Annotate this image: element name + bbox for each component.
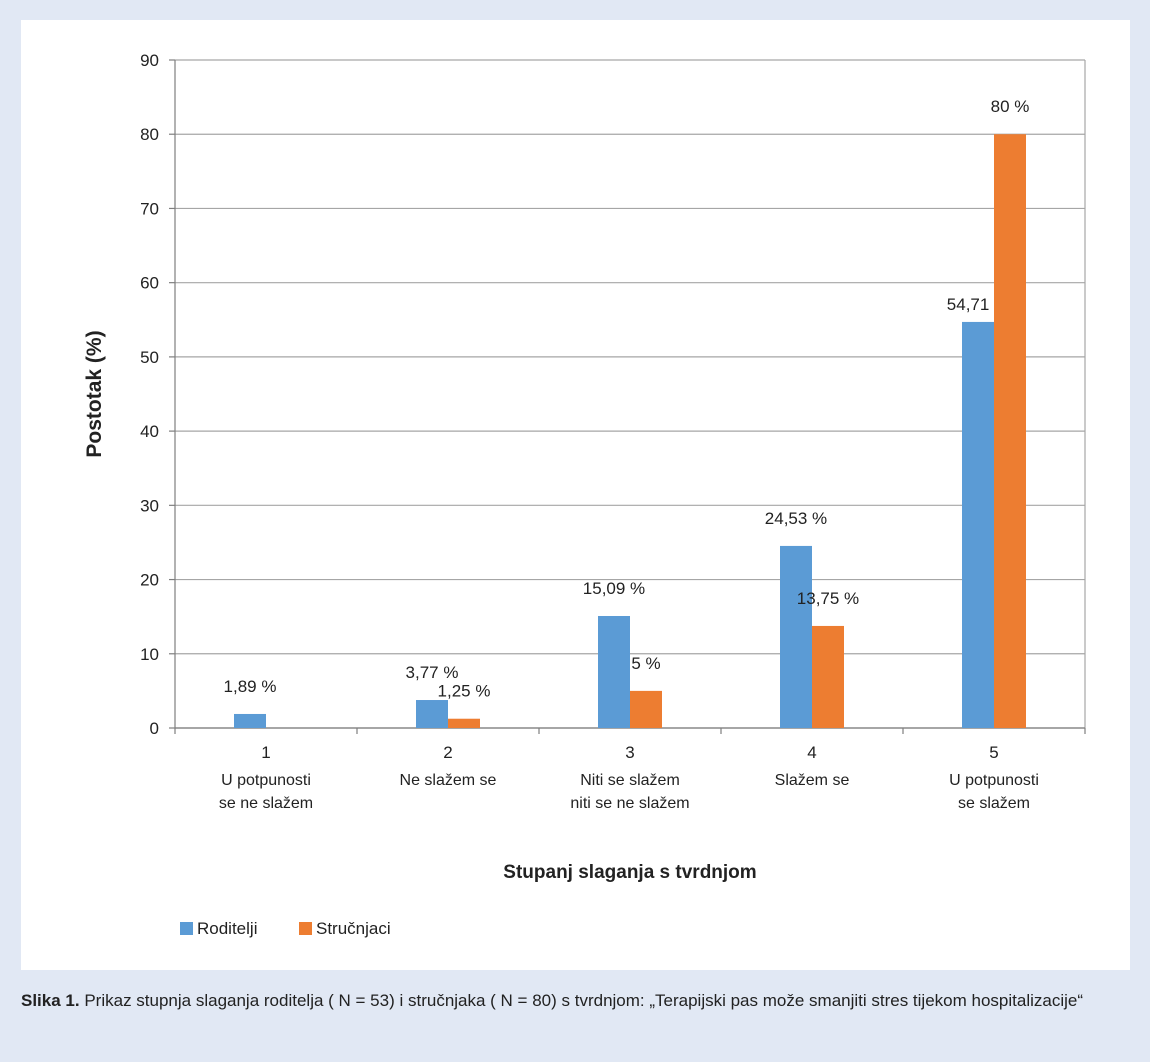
y-tick-label: 0 xyxy=(150,719,159,738)
data-label: 3,77 % xyxy=(406,663,459,682)
bar-roditelji xyxy=(780,545,812,728)
data-label: 5 % xyxy=(631,654,660,673)
x-tick-label: 5 xyxy=(989,743,998,762)
bar-strucnjaci xyxy=(630,690,662,728)
y-tick-label: 20 xyxy=(140,571,159,590)
bar-chart: 0 10 20 30 40 50 60 70 80 90 1,89 % 1 U potpunosti se… xyxy=(83,51,1086,938)
bar-roditelji xyxy=(598,615,630,728)
x-category-label: Niti se slažem xyxy=(580,772,680,789)
legend-swatch xyxy=(180,922,193,935)
y-tick-label: 60 xyxy=(140,274,159,293)
bar-strucnjaci xyxy=(994,134,1026,728)
y-tick-label: 50 xyxy=(140,348,159,367)
data-label: 80 % xyxy=(991,97,1030,116)
data-label: 15,09 % xyxy=(583,579,645,598)
bar-roditelji xyxy=(416,700,448,728)
x-category-label: U potpunosti xyxy=(949,772,1039,789)
x-category-label: se ne slažem xyxy=(219,795,313,812)
y-tick-label: 40 xyxy=(140,422,159,441)
y-axis-title: Postotak (%) xyxy=(83,330,106,457)
bar-roditelji xyxy=(234,713,266,728)
caption-text: Prikaz stupnja slaganja roditelja ( N = … xyxy=(84,991,1084,1010)
bar-strucnjaci xyxy=(812,625,844,728)
bar-roditelji xyxy=(962,321,994,728)
data-label: 1,25 % xyxy=(438,682,491,701)
x-category-label: U potpunosti xyxy=(221,772,311,789)
legend-swatch xyxy=(299,922,312,935)
data-label: 13,75 % xyxy=(797,589,859,608)
x-category-label: se slažem xyxy=(958,795,1030,812)
x-tick-label: 2 xyxy=(443,743,452,762)
x-tick-label: 1 xyxy=(261,743,270,762)
figure-caption: Slika 1. Prikaz stupnja slaganja roditel… xyxy=(21,988,1130,1014)
data-label: 54,71 % xyxy=(947,295,1009,314)
x-axis-title: Stupanj slaganja s tvrdnjom xyxy=(503,862,756,883)
x-category-label: Ne slažem se xyxy=(400,772,497,789)
data-label: 24,53 % xyxy=(765,509,827,528)
x-category-label: Slažem se xyxy=(775,772,850,789)
y-tick-label: 70 xyxy=(140,199,159,218)
bar-strucnjaci xyxy=(448,718,480,728)
y-tick-label: 30 xyxy=(140,496,159,515)
y-tick-label: 10 xyxy=(140,645,159,664)
caption-prefix: Slika 1. xyxy=(21,991,80,1010)
legend-label: Roditelji xyxy=(197,919,257,938)
chart-panel: 0 10 20 30 40 50 60 70 80 90 1,89 % 1 U potpunosti se… xyxy=(21,20,1130,970)
x-category-label: niti se ne slažem xyxy=(570,795,689,812)
y-tick-label: 80 xyxy=(140,125,159,144)
y-tick-label: 90 xyxy=(140,51,159,70)
x-tick-label: 4 xyxy=(807,743,816,762)
data-label: 1,89 % xyxy=(224,677,277,696)
x-tick-label: 3 xyxy=(625,743,634,762)
legend-label: Stručnjaci xyxy=(316,919,391,938)
